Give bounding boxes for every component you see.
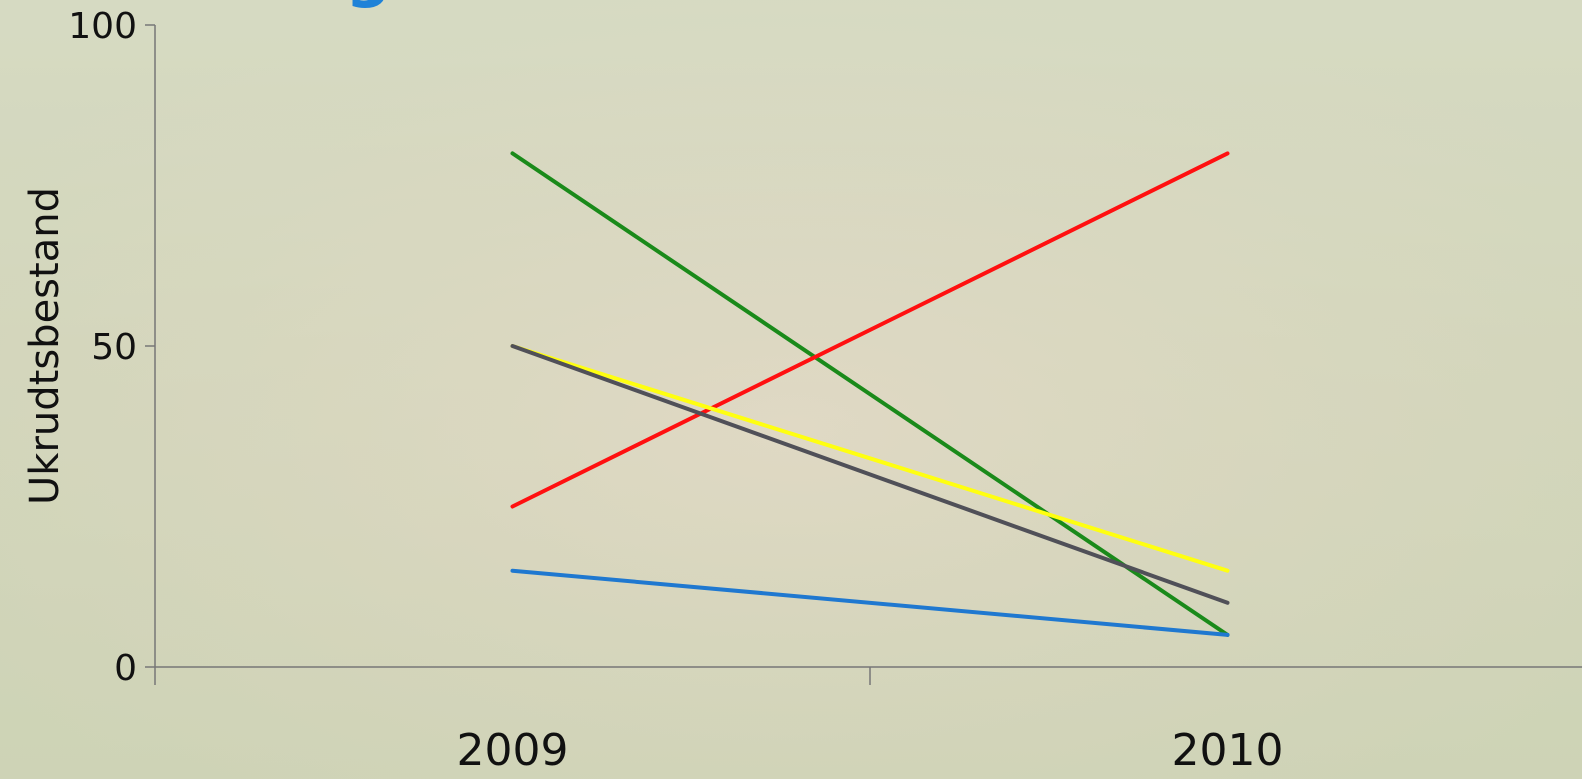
x-tick-label: 2009 xyxy=(457,725,569,776)
y-axis-label: Ukrudtsbestand xyxy=(22,187,68,505)
x-tick-label: 2010 xyxy=(1172,725,1284,776)
y-tick-label: 0 xyxy=(114,648,137,689)
chart-title: Ændringer i ukrudtsbestand 2009 - 2010 xyxy=(85,0,1554,10)
chart: Ændringer i ukrudtsbestand 2009 - 2010 U… xyxy=(0,0,1582,779)
y-tick-label: 50 xyxy=(91,327,137,368)
y-tick-label: 100 xyxy=(68,6,137,47)
background-tint xyxy=(0,0,1582,779)
